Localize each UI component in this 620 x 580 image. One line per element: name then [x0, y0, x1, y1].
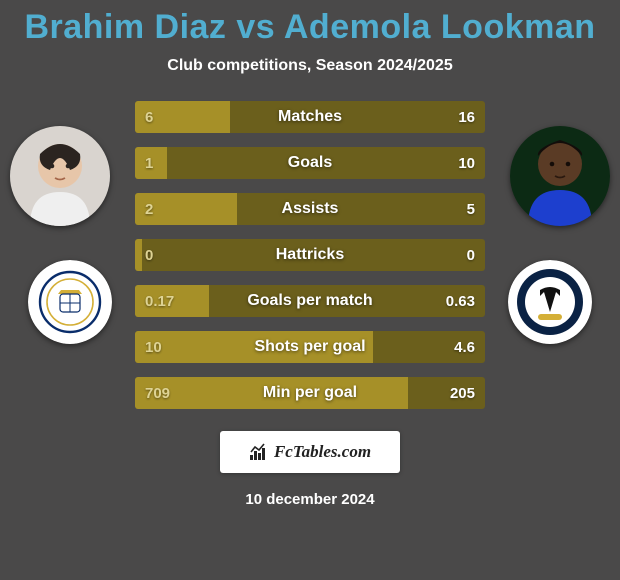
site-badge[interactable]: FcTables.com [220, 431, 400, 473]
stat-row: 110Goals [135, 147, 485, 179]
stat-label: Min per goal [135, 384, 485, 402]
stat-row: 616Matches [135, 101, 485, 133]
date-text: 10 december 2024 [245, 491, 374, 508]
stat-row: 709205Min per goal [135, 377, 485, 409]
stat-label: Goals per match [135, 292, 485, 310]
stat-label: Assists [135, 200, 485, 218]
stat-label: Shots per goal [135, 338, 485, 356]
stat-bars: 616Matches 110Goals 25Assists 00Hattricks 0.… [135, 101, 485, 409]
site-badge-label: FcTables.com [274, 442, 371, 462]
comparison-card: Brahim Diaz vs Ademola Lookman Club comp… [0, 0, 620, 580]
stat-row: 104.6Shots per goal [135, 331, 485, 363]
club-badge-left [28, 260, 112, 344]
stat-label: Matches [135, 108, 485, 126]
stat-row: 25Assists [135, 193, 485, 225]
page-title: Brahim Diaz vs Ademola Lookman [24, 8, 595, 47]
subtitle: Club competitions, Season 2024/2025 [167, 57, 452, 75]
stat-label: Goals [135, 154, 485, 172]
club-badge-right [508, 260, 592, 344]
stat-row: 0.170.63Goals per match [135, 285, 485, 317]
player-photo-right [510, 126, 610, 226]
site-badge-icon [249, 443, 269, 461]
stat-row: 00Hattricks [135, 239, 485, 271]
player-photo-left [10, 126, 110, 226]
stat-label: Hattricks [135, 246, 485, 264]
